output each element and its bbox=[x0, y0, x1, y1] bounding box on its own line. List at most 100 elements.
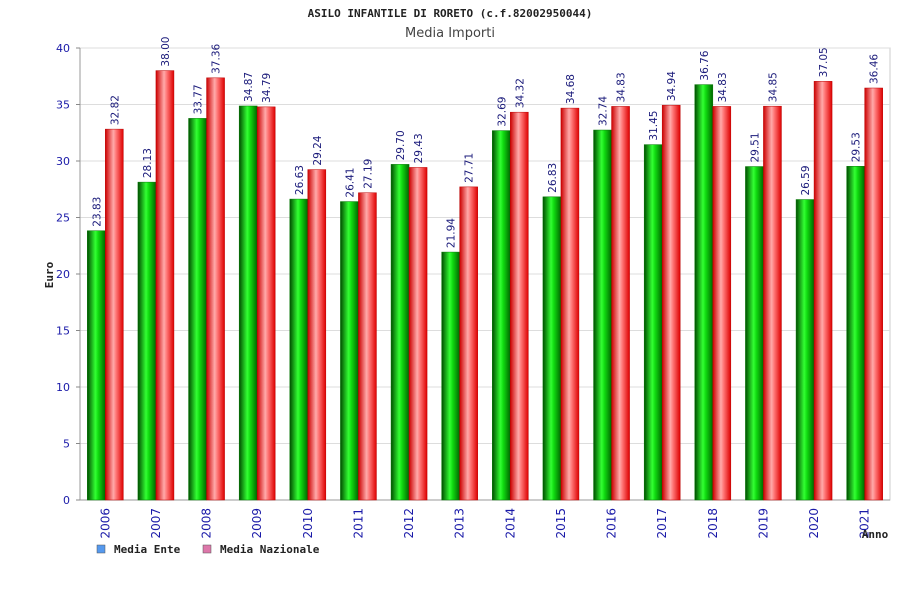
value-label-media-nazionale-2012: 29.43 bbox=[413, 133, 425, 163]
bar-media-ente-2020 bbox=[795, 199, 815, 501]
value-label-media-nazionale-2014: 34.32 bbox=[514, 78, 526, 108]
bar-media-ente-2013 bbox=[441, 251, 460, 501]
chart-subtitle: Media Importi bbox=[405, 26, 495, 41]
y-axis-label: Euro bbox=[43, 261, 56, 288]
bar-media-nazionale-2016 bbox=[611, 106, 630, 501]
value-label-media-nazionale-2013: 27.71 bbox=[464, 153, 476, 183]
value-label-media-nazionale-2009: 34.79 bbox=[261, 73, 273, 103]
x-tick-label-2007: 2007 bbox=[149, 508, 163, 539]
bar-media-nazionale-2010 bbox=[307, 169, 327, 501]
value-label-media-nazionale-2021: 36.46 bbox=[869, 54, 881, 84]
value-label-media-nazionale-2008: 37.36 bbox=[211, 43, 223, 73]
bar-media-ente-2012 bbox=[390, 164, 410, 501]
x-tick-label-2019: 2019 bbox=[756, 508, 770, 539]
bar-media-nazionale-2015 bbox=[560, 107, 580, 501]
x-axis-ticks: 2006 2007 2008 2009 2010 2011 2012 2013 2014 2015… bbox=[98, 508, 871, 539]
bar-media-ente-2014 bbox=[492, 130, 511, 501]
value-label-media-ente-2011: 26.41 bbox=[344, 168, 356, 198]
bar-media-nazionale-2007 bbox=[155, 70, 175, 501]
bar-media-nazionale-2011 bbox=[358, 192, 377, 501]
bar-media-nazionale-2012 bbox=[408, 167, 428, 501]
bar-media-nazionale-2017 bbox=[661, 104, 681, 501]
bar-media-nazionale-2021 bbox=[864, 87, 883, 501]
bar-media-nazionale-2006 bbox=[105, 128, 124, 501]
value-label-media-ente-2014: 32.69 bbox=[496, 97, 508, 127]
value-label-media-nazionale-2006: 32.82 bbox=[109, 95, 121, 125]
value-label-media-ente-2010: 26.63 bbox=[294, 165, 306, 195]
x-tick-label-2013: 2013 bbox=[453, 508, 467, 539]
x-tick-label-2006: 2006 bbox=[98, 508, 112, 539]
bar-media-nazionale-2018 bbox=[712, 106, 732, 501]
x-tick-label-2016: 2016 bbox=[605, 508, 619, 539]
bar-media-ente-2007 bbox=[137, 181, 157, 501]
x-tick-label-2018: 2018 bbox=[706, 508, 720, 539]
value-label-media-ente-2012: 29.70 bbox=[395, 130, 407, 160]
legend-swatch-media-nazionale bbox=[202, 544, 212, 554]
bar-media-ente-2015 bbox=[542, 196, 562, 501]
value-label-media-ente-2007: 28.13 bbox=[142, 148, 154, 178]
value-label-media-nazionale-2018: 34.83 bbox=[717, 72, 729, 102]
y-tick-label: 35 bbox=[56, 99, 70, 112]
x-tick-label-2008: 2008 bbox=[200, 508, 214, 539]
value-label-media-ente-2016: 32.74 bbox=[598, 96, 610, 126]
y-tick-label: 40 bbox=[56, 42, 70, 55]
bar-media-ente-2009 bbox=[238, 105, 258, 501]
value-label-media-nazionale-2019: 34.85 bbox=[767, 72, 779, 102]
bar-media-nazionale-2008 bbox=[206, 77, 225, 501]
y-axis-ticks: 0 5 10 15 20 25 30 35 40 bbox=[56, 42, 80, 507]
legend-swatch-media-ente bbox=[96, 544, 106, 554]
chart-title: ASILO INFANTILE DI RORETO (c.f.820029500… bbox=[308, 7, 593, 20]
legend: Media Ente Media Nazionale bbox=[96, 543, 320, 556]
x-tick-label-2010: 2010 bbox=[301, 508, 315, 539]
y-tick-label: 15 bbox=[56, 325, 70, 338]
value-label-media-ente-2017: 31.45 bbox=[648, 111, 660, 141]
legend-label-media-ente: Media Ente bbox=[114, 543, 181, 556]
x-tick-label-2011: 2011 bbox=[351, 508, 365, 539]
value-label-media-ente-2006: 23.83 bbox=[91, 197, 103, 227]
bar-media-nazionale-2020 bbox=[813, 81, 833, 501]
bar-media-nazionale-2019 bbox=[763, 105, 782, 501]
bar-media-ente-2018 bbox=[694, 84, 714, 501]
x-tick-label-2020: 2020 bbox=[807, 508, 821, 539]
bar-media-ente-2021 bbox=[846, 166, 865, 501]
y-tick-label: 5 bbox=[63, 438, 70, 451]
y-tick-label: 30 bbox=[56, 155, 70, 168]
bar-media-nazionale-2013 bbox=[459, 186, 478, 501]
x-tick-label-2017: 2017 bbox=[655, 508, 669, 539]
x-axis-label: Anno bbox=[862, 528, 889, 541]
value-label-media-nazionale-2007: 38.00 bbox=[160, 37, 172, 67]
value-label-media-nazionale-2017: 34.94 bbox=[666, 71, 678, 101]
x-tick-label-2009: 2009 bbox=[250, 508, 264, 539]
y-tick-label: 0 bbox=[63, 494, 70, 507]
value-label-media-nazionale-2020: 37.05 bbox=[818, 47, 830, 77]
bar-media-ente-2016 bbox=[593, 129, 612, 501]
bar-media-ente-2010 bbox=[289, 198, 309, 501]
y-tick-label: 25 bbox=[56, 212, 70, 225]
value-label-media-ente-2013: 21.94 bbox=[446, 218, 458, 248]
value-label-media-ente-2018: 36.76 bbox=[699, 50, 711, 80]
value-label-media-ente-2009: 34.87 bbox=[243, 72, 255, 102]
value-label-media-ente-2020: 26.59 bbox=[800, 165, 812, 195]
x-tick-label-2021: 2021 bbox=[858, 508, 872, 539]
value-label-media-ente-2021: 29.53 bbox=[851, 132, 863, 162]
y-tick-label: 20 bbox=[56, 268, 70, 281]
x-tick-label-2015: 2015 bbox=[554, 508, 568, 539]
value-label-media-nazionale-2011: 27.19 bbox=[362, 159, 374, 189]
value-label-media-ente-2019: 29.51 bbox=[749, 132, 761, 162]
value-labels: 23.83 32.82 28.13 38.00 33.77 37.36 34.87 34.79… bbox=[91, 37, 880, 249]
value-label-media-nazionale-2015: 34.68 bbox=[565, 74, 577, 104]
bar-media-ente-2006 bbox=[87, 230, 106, 501]
value-label-media-ente-2015: 26.83 bbox=[547, 163, 559, 193]
value-label-media-ente-2008: 33.77 bbox=[193, 84, 205, 114]
legend-label-media-nazionale: Media Nazionale bbox=[220, 543, 320, 556]
value-label-media-nazionale-2016: 34.83 bbox=[616, 72, 628, 102]
bar-media-nazionale-2009 bbox=[256, 106, 276, 501]
value-label-media-nazionale-2010: 29.24 bbox=[312, 135, 324, 165]
bar-media-ente-2019 bbox=[745, 166, 764, 501]
x-tick-label-2014: 2014 bbox=[503, 508, 517, 539]
x-tick-label-2012: 2012 bbox=[402, 508, 416, 539]
bar-media-nazionale-2014 bbox=[510, 111, 529, 501]
y-tick-label: 10 bbox=[56, 381, 70, 394]
